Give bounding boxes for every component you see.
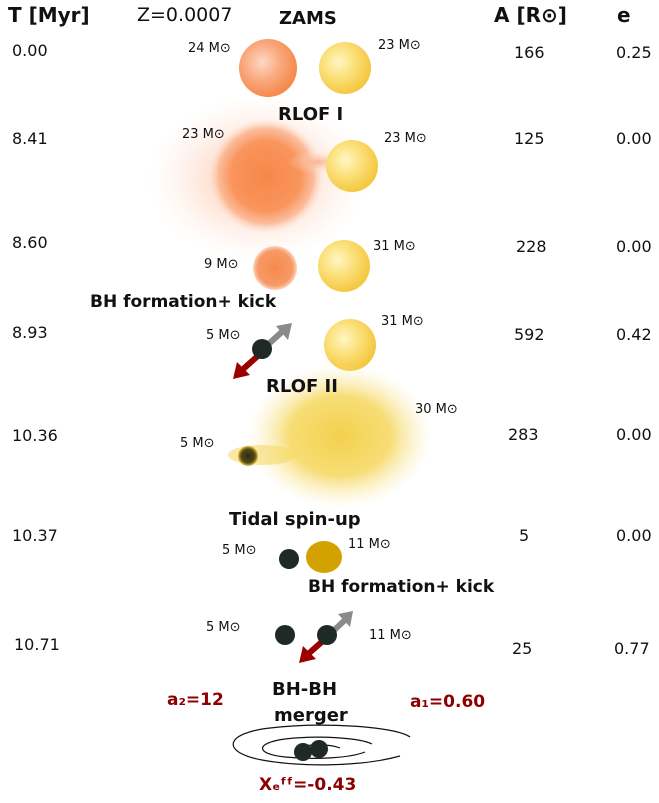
stripped-star [253,246,297,290]
stage-label-merger-line2: merger [274,705,348,726]
mass-label: 31 M⊙ [381,314,424,329]
star-secondary-rlof1 [326,140,378,192]
mass-label: 31 M⊙ [373,239,416,254]
mass-label: 30 M⊙ [415,402,458,417]
chi-eff-label: Xₑᶠᶠ=-0.43 [259,775,357,795]
time-value: 10.37 [12,526,58,545]
mass-label: 5 M⊙ [206,328,241,343]
eccentricity-value: 0.77 [614,639,650,658]
star-primary-zams [239,39,297,97]
stage-label-tidal-spin-up: Tidal spin-up [229,509,361,530]
time-column-header: T [Myr] [8,3,90,27]
eccentricity-value: 0.42 [616,325,652,344]
separation-value: 25 [512,639,533,658]
star-primary-rlof1 [208,118,324,234]
helium-star [306,541,342,573]
mass-label: 23 M⊙ [182,127,225,142]
kick-arrowhead-red-2 [299,646,316,663]
star-secondary-row2 [318,240,370,292]
star-secondary-row3 [324,319,376,371]
mass-label: 5 M⊙ [206,620,241,635]
black-hole-1-row6 [275,625,295,645]
black-hole-2-row6 [317,625,337,645]
black-hole-merger-2 [310,740,328,758]
separation-value: 228 [516,237,547,256]
mass-label: 11 M⊙ [348,537,391,552]
star-secondary-zams [319,42,371,94]
separation-value: 125 [514,129,545,148]
black-hole-merger-1 [294,743,312,761]
eccentricity-value: 0.00 [616,129,652,148]
spin-a2-label: a₂=12 [167,690,224,710]
black-hole-1-row4 [238,446,258,466]
mass-label: 5 M⊙ [180,436,215,451]
time-value: 8.93 [12,323,48,342]
black-hole-1-row3 [252,339,272,359]
time-value: 8.41 [12,129,48,148]
eccentricity-value: 0.00 [616,425,652,444]
kick-arrowhead-grey-1 [276,323,292,340]
stage-label-rlof1: RLOF I [278,104,344,125]
stage-label-bh-kick-2: BH formation+ kick [308,577,495,597]
stage-label-rlof2: RLOF II [266,376,338,397]
separation-value: 166 [514,43,545,62]
separation-value: 592 [514,325,545,344]
mass-label: 24 M⊙ [188,41,231,56]
black-hole-1-row5 [279,549,299,569]
separation-value: 283 [508,425,539,444]
mass-label: 23 M⊙ [384,131,427,146]
stage-label-merger-line1: BH-BH [272,679,338,700]
time-value: 10.71 [14,635,60,654]
stage-label-zams: ZAMS [279,8,337,29]
separation-value: 5 [519,526,530,545]
eccentricity-column-header: e [617,3,631,27]
mass-label: 5 M⊙ [222,543,257,558]
eccentricity-value: 0.00 [616,237,652,256]
common-envelope-cloud [248,364,432,508]
time-value: 8.60 [12,233,48,252]
eccentricity-value: 0.00 [616,526,652,545]
separation-column-header: A [R⊙] [494,3,567,27]
time-value: 10.36 [12,426,58,445]
stage-label-bh-kick-1: BH formation+ kick [90,292,277,312]
kick-arrowhead-red-1 [233,362,250,379]
mass-label: 9 M⊙ [204,257,239,272]
kick-arrowhead-grey-2 [338,611,353,627]
eccentricity-value: 0.25 [616,43,652,62]
metallicity-label: Z=0.0007 [137,4,233,26]
spin-a1-label: a₁=0.60 [410,692,486,712]
mass-label: 11 M⊙ [369,628,412,643]
mass-label: 23 M⊙ [378,38,421,53]
time-value: 0.00 [12,41,48,60]
